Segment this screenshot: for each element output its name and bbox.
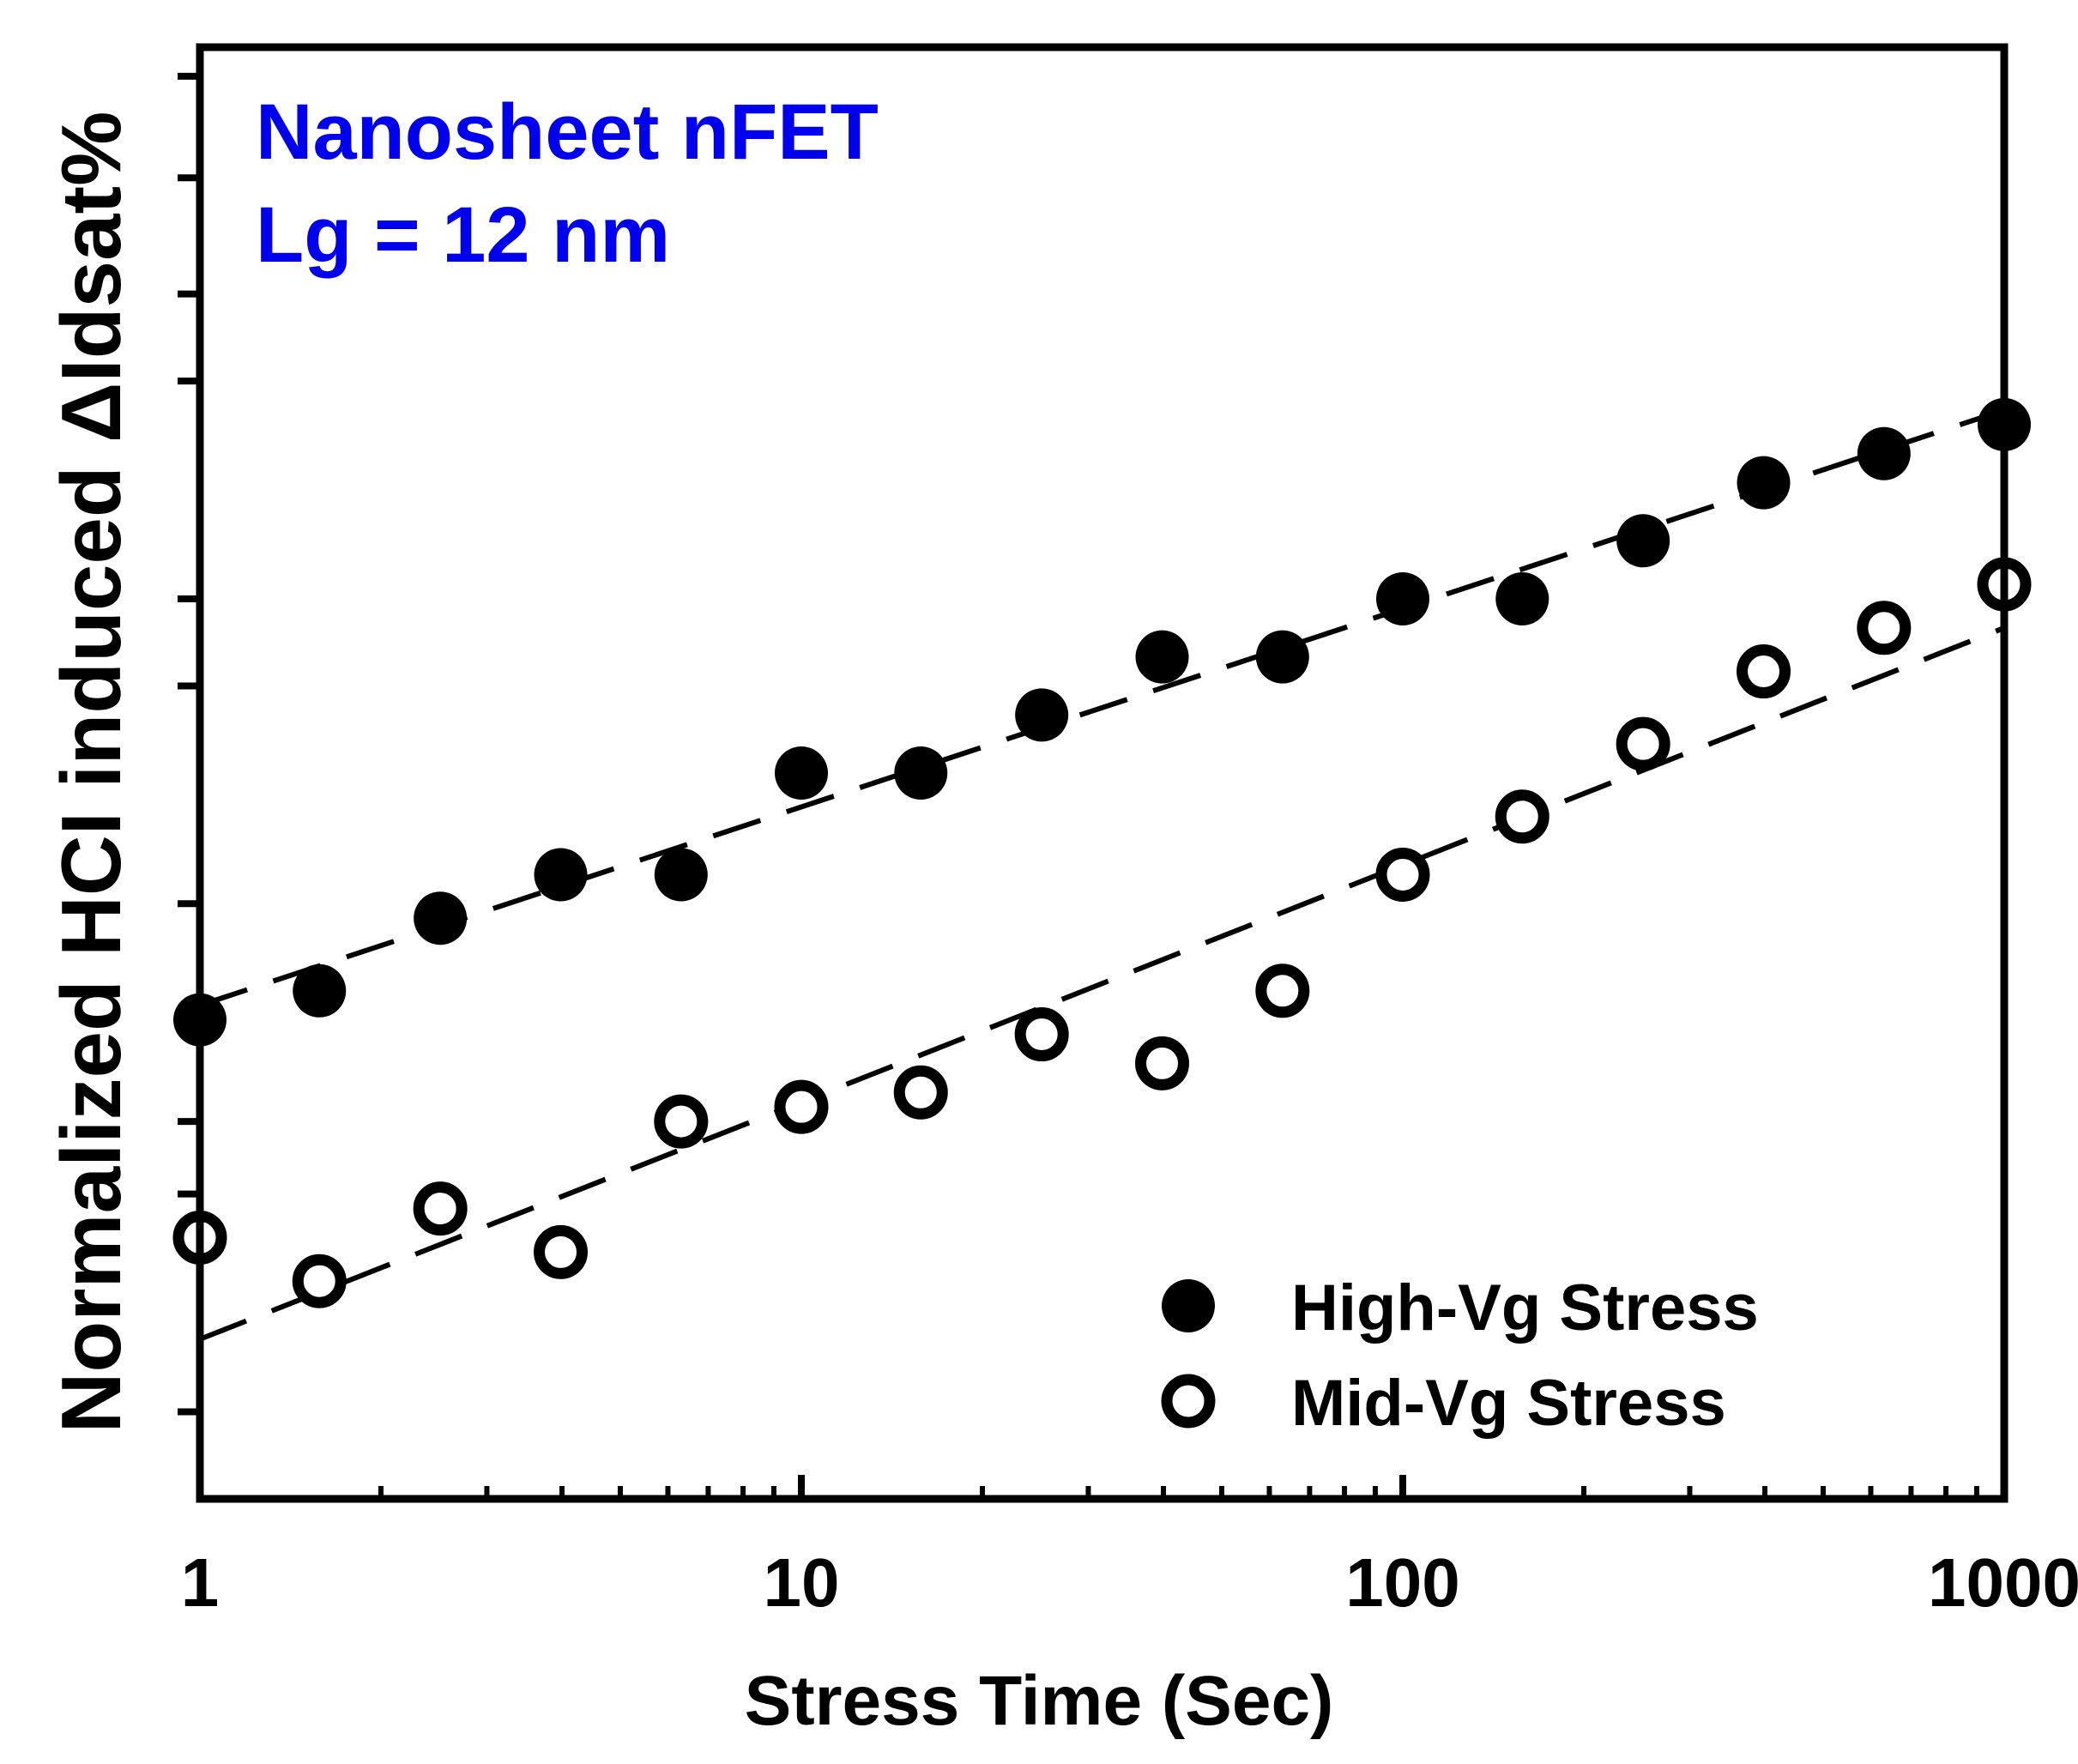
point-mid-vg-14 — [1857, 601, 1912, 655]
plot-frame — [196, 43, 2009, 1503]
x-tick-labels: 1 10 100 1000 — [181, 1544, 2078, 1621]
point-high-vg-2 — [414, 891, 468, 945]
legend-label-high-vg: High-Vg Stress — [1291, 1272, 1759, 1344]
point-mid-vg-7 — [1014, 1007, 1069, 1062]
point-mid-vg-2 — [413, 1181, 468, 1236]
fit-line-high-vg — [199, 408, 2005, 1008]
point-high-vg-10 — [1376, 571, 1429, 625]
x-tick-label-3: 1000 — [1928, 1544, 2078, 1621]
point-mid-vg-11 — [1495, 789, 1549, 844]
point-mid-vg-12 — [1616, 716, 1670, 771]
point-mid-vg-8 — [1135, 1036, 1190, 1090]
point-high-vg-7 — [1015, 688, 1069, 742]
fit-line-mid-vg — [198, 625, 2006, 1342]
point-mid-vg-9 — [1255, 964, 1310, 1018]
point-high-vg-9 — [1255, 630, 1309, 684]
point-mid-vg-6 — [893, 1065, 948, 1120]
annotation-device: Nanosheet nFET — [256, 88, 879, 176]
point-high-vg-13 — [1737, 456, 1791, 510]
point-mid-vg-10 — [1375, 847, 1430, 902]
legend-label-mid-vg: Mid-Vg Stress — [1291, 1367, 1726, 1440]
x-tick-label-1: 10 — [764, 1544, 840, 1621]
legend-marker-mid-vg — [1161, 1374, 1216, 1429]
point-mid-vg-1 — [292, 1254, 347, 1308]
point-mid-vg-5 — [774, 1079, 829, 1134]
point-high-vg-14 — [1857, 426, 1911, 480]
point-high-vg-6 — [894, 746, 948, 800]
legend-marker-high-vg — [1162, 1279, 1215, 1332]
point-high-vg-5 — [775, 746, 828, 800]
point-mid-vg-3 — [534, 1224, 589, 1279]
x-tick-label-2: 100 — [1345, 1544, 1459, 1621]
x-tick-label-0: 1 — [181, 1544, 220, 1621]
point-high-vg-4 — [654, 848, 708, 902]
x-axis-title: Stress Time (Sec) — [745, 1662, 1334, 1740]
point-mid-vg-13 — [1737, 644, 1791, 699]
annotation-gate-length: Lg = 12 nm — [256, 191, 670, 279]
point-high-vg-11 — [1495, 571, 1549, 625]
y-axis-title: Normalized HCI induced ΔIdsat% — [44, 112, 138, 1434]
point-high-vg-12 — [1616, 514, 1670, 568]
point-high-vg-1 — [293, 964, 347, 1018]
point-high-vg-3 — [534, 848, 588, 902]
point-high-vg-8 — [1135, 630, 1189, 684]
point-mid-vg-4 — [654, 1094, 709, 1149]
legend: High-Vg Stress Mid-Vg Stress — [1161, 1272, 1759, 1440]
data-points — [172, 397, 2032, 1308]
fit-lines — [198, 408, 2006, 1342]
